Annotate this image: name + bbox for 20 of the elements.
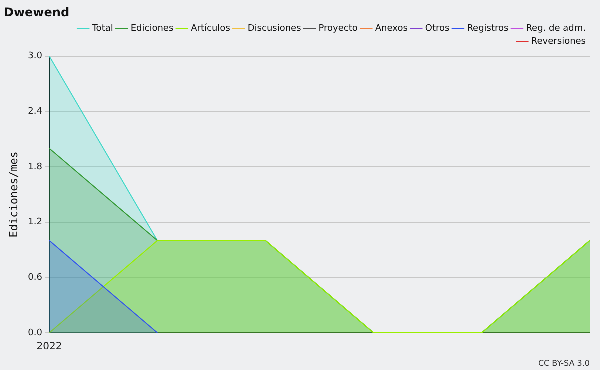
legend-label: Proyecto xyxy=(318,24,358,34)
legend-label: Total xyxy=(91,24,114,34)
x-tick-label: 2022 xyxy=(36,342,62,353)
y-tick-label: 1.2 xyxy=(28,218,43,228)
legend-label: Discusiones xyxy=(248,24,302,34)
y-tick-label: 1.8 xyxy=(28,162,43,172)
y-axis-title: Ediciones/mes xyxy=(7,152,20,238)
legend-label: Artículos xyxy=(191,23,231,34)
legend-label: Otros xyxy=(425,24,450,34)
legend-label: Ediciones xyxy=(130,24,174,34)
legend-label: Reg. de adm. xyxy=(526,24,586,34)
y-tick-label: 0.6 xyxy=(28,273,43,284)
legend-label: Reversiones xyxy=(531,37,586,48)
text: CC BY-SA 3.0 xyxy=(538,359,590,368)
y-tick-label: 2.4 xyxy=(28,107,43,118)
legend-label: Registros xyxy=(467,24,510,34)
chart-title: Dwewend xyxy=(4,5,70,20)
legend-label: Anexos xyxy=(375,24,408,34)
y-tick-label: 3.0 xyxy=(28,52,43,62)
y-tick-label: 0.0 xyxy=(28,328,43,338)
